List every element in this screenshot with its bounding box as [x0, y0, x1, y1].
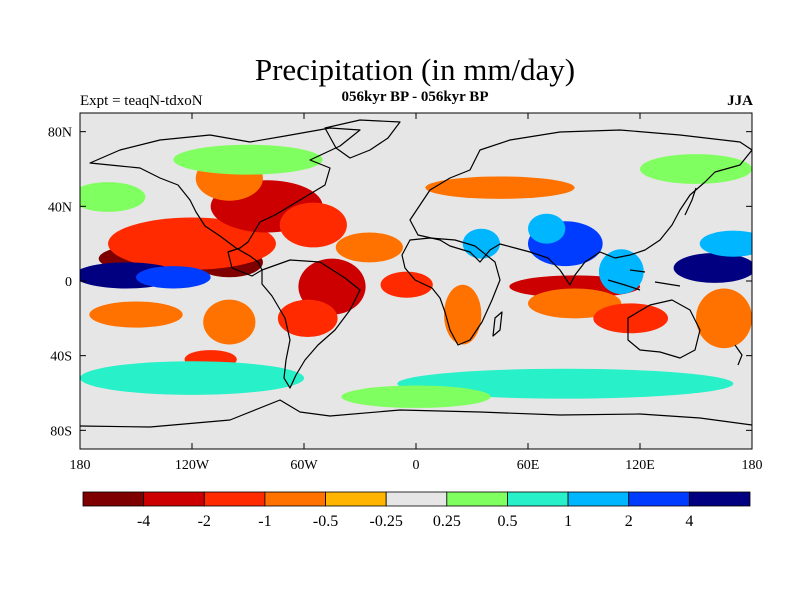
precip-anomaly-patch [279, 202, 347, 248]
colorbar-swatch [264, 491, 326, 507]
precip-anomaly-patch [108, 217, 276, 270]
precip-anomaly-patch [173, 144, 323, 175]
season-label: JJA [727, 93, 753, 109]
experiment-label: Expt = teaqN-tdxoN [80, 93, 203, 109]
coast-australia [627, 299, 701, 359]
colorbar-swatch [385, 491, 448, 507]
precip-anomaly-patch [640, 154, 752, 184]
coast-south-america [261, 259, 361, 389]
lon-tick-label: 120E [625, 458, 655, 473]
lat-tick-label: 80N [48, 126, 72, 141]
coast-japan [684, 187, 697, 216]
precip-anomaly-patch [380, 271, 433, 298]
lon-tick-label: 180 [70, 458, 91, 473]
coast-north-america [89, 127, 361, 277]
coast-antarctica [80, 399, 752, 428]
precip-anomaly-patch [136, 266, 211, 289]
colorbar-swatch [628, 491, 690, 507]
colorbar-label: -1 [258, 513, 271, 530]
lon-tick-label: 60E [517, 458, 540, 473]
figure-subtitle: 056kyr BP - 056kyr BP [341, 89, 489, 105]
precip-anomaly-patch [696, 288, 752, 349]
colorbar-swatch [82, 491, 145, 507]
colorbar-label: 4 [685, 513, 693, 530]
map-axes: 80N 40N 0 40S 80S 180 120W 60W 0 60E 120E 180 [48, 113, 763, 473]
precip-anomaly-patch [203, 299, 256, 345]
colorbar-label: 0.25 [433, 513, 461, 530]
precip-anomaly-patch [397, 368, 734, 399]
colorbar-swatch [688, 491, 751, 507]
precip-anomaly-patch [341, 385, 491, 408]
precip-anomaly-patch [673, 253, 752, 283]
colorbar: -4 -2 -1 -0.5 -0.25 0.25 0.5 1 2 4 [82, 491, 751, 530]
lon-tick-label: 180 [742, 458, 763, 473]
lat-tick-label: 0 [65, 275, 72, 290]
colorbar-label: -4 [137, 513, 150, 530]
colorbar-swatch [567, 491, 630, 507]
coast-eurasia [409, 129, 752, 286]
colorbar-label: -0.25 [370, 513, 403, 530]
precip-anomaly-patch [528, 213, 566, 244]
lat-tick-label: 40S [50, 350, 72, 365]
colorbar-swatch [446, 491, 508, 507]
coast-africa [401, 237, 501, 346]
colorbar-label: -2 [198, 513, 211, 530]
coastlines [80, 119, 752, 428]
colorbar-swatch [325, 491, 387, 507]
precip-anomaly-patch [89, 301, 183, 328]
precip-anomaly-patch [598, 249, 644, 295]
colorbar-swatch [507, 491, 569, 507]
precip-anomaly-patch [444, 284, 482, 345]
colorbar-swatch [143, 491, 205, 507]
anomaly-fields [80, 144, 752, 408]
colorbar-label: -0.5 [313, 513, 338, 530]
precip-anomaly-patch [80, 361, 304, 395]
lon-tick-label: 120W [175, 458, 210, 473]
lat-tick-label: 80S [50, 424, 72, 439]
coast-greenland [324, 119, 401, 159]
colorbar-swatch [203, 491, 266, 507]
precip-anomaly-patch [699, 230, 752, 257]
precip-anomaly-patch [425, 176, 575, 199]
coast-indonesia [607, 269, 681, 291]
lat-tick-label: 40N [48, 200, 72, 215]
precip-anomaly-patch [277, 299, 338, 338]
precip-anomaly-patch [593, 303, 669, 334]
precip-anomaly-patch [462, 228, 501, 259]
figure-title: Precipitation (in mm/day) [254, 52, 576, 87]
coast-madagascar [492, 311, 503, 337]
precipitation-map [80, 113, 752, 449]
precip-anomaly-patch [80, 182, 146, 212]
coast-new-zealand [734, 344, 743, 366]
lon-tick-label: 0 [413, 458, 420, 473]
precip-anomaly-patch [335, 232, 403, 263]
colorbar-label: 2 [625, 513, 633, 530]
colorbar-label: 1 [564, 513, 572, 530]
precip-anomaly-patch [528, 288, 622, 319]
lon-tick-label: 60W [290, 458, 318, 473]
colorbar-label: 0.5 [497, 513, 517, 530]
